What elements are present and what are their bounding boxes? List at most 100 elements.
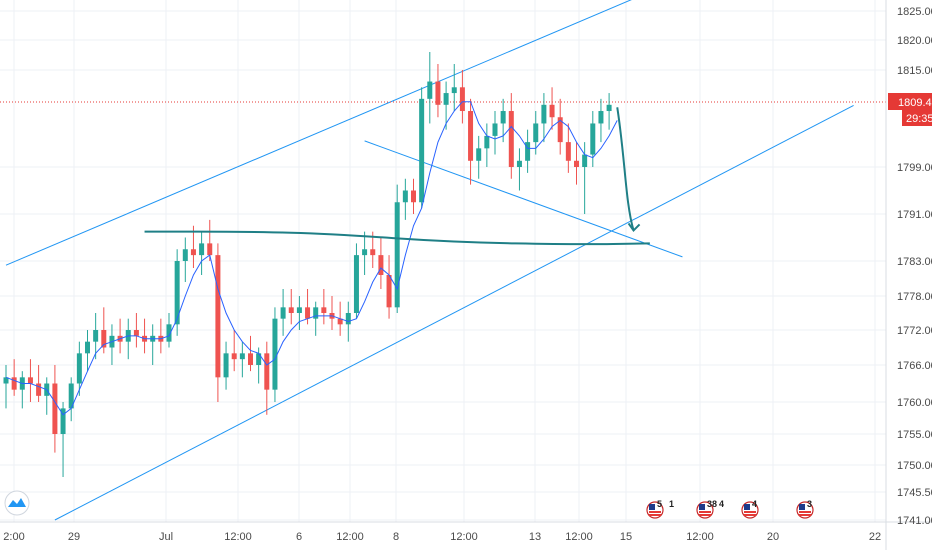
candle-body bbox=[174, 261, 180, 325]
time-tick-label: 12:00 bbox=[224, 531, 252, 543]
flag-stripe bbox=[649, 514, 661, 516]
forecast-arrow-head bbox=[627, 222, 641, 232]
flag-stripe bbox=[699, 511, 711, 513]
event-count-label: 5 bbox=[657, 499, 662, 509]
candle-body bbox=[557, 117, 563, 143]
tradingview-logo[interactable] bbox=[4, 490, 30, 516]
candle-body bbox=[68, 383, 74, 409]
candle-body bbox=[468, 111, 474, 161]
candle-body bbox=[565, 142, 571, 161]
price-tick-label: 1778.00 bbox=[897, 291, 932, 303]
candle-body bbox=[516, 160, 522, 167]
price-tick-label: 1750.00 bbox=[897, 460, 932, 472]
time-tick-label: 20 bbox=[767, 531, 779, 543]
price-tick-label: 1741.00 bbox=[897, 515, 932, 527]
candle-body bbox=[3, 377, 9, 384]
candle-body bbox=[411, 190, 416, 203]
logo-mountain-shape bbox=[8, 498, 26, 507]
time-tick-label: 12:00 bbox=[565, 531, 593, 543]
candle-body bbox=[223, 353, 229, 378]
tradingview-logo-icon[interactable] bbox=[4, 490, 30, 516]
candle-body bbox=[288, 307, 294, 313]
candle-body bbox=[182, 249, 188, 261]
price-tick-label: 1783.00 bbox=[897, 256, 932, 268]
price-tick-label: 1820.00 bbox=[897, 35, 932, 47]
candle-body bbox=[386, 275, 392, 308]
candle-body bbox=[248, 353, 253, 365]
channel-upper-line[interactable] bbox=[5, 0, 666, 266]
candle-body bbox=[525, 142, 531, 161]
forecast-arrow-path[interactable] bbox=[616, 107, 635, 231]
candle-body bbox=[272, 318, 278, 390]
time-tick-label: 12:00 bbox=[686, 531, 714, 543]
candle-body bbox=[419, 98, 425, 203]
candle-body bbox=[459, 87, 465, 112]
flag-stripe bbox=[799, 511, 811, 513]
economic-events-layer[interactable]: 5 1 38 4 4 3 bbox=[646, 499, 814, 519]
candle-body bbox=[492, 123, 498, 136]
time-tick-label: 29 bbox=[68, 531, 80, 543]
candle-body bbox=[353, 255, 359, 313]
channel-lower-line[interactable] bbox=[54, 104, 854, 521]
economic-event-flag[interactable]: 4 bbox=[741, 499, 759, 519]
event-count-label: 3 bbox=[807, 499, 812, 509]
price-tick-label: 1766.00 bbox=[897, 360, 932, 372]
price-tick-label: 1755.00 bbox=[897, 429, 932, 441]
candle-body bbox=[52, 383, 58, 434]
candle-body bbox=[215, 255, 221, 378]
price-tick-label: 1799.00 bbox=[897, 162, 932, 174]
candle-layer bbox=[3, 52, 612, 477]
candle-body bbox=[231, 353, 237, 360]
candle-body bbox=[280, 307, 286, 319]
economic-event-flag[interactable]: 38 4 bbox=[696, 499, 724, 519]
time-tick-label: Jul bbox=[159, 531, 173, 543]
time-tick-label: 6 bbox=[296, 531, 302, 543]
candle-body bbox=[101, 330, 107, 348]
event-count-label: 4 bbox=[752, 499, 757, 509]
price-tick-label: 1760.00 bbox=[897, 397, 932, 409]
candle-body bbox=[451, 87, 457, 94]
candle-body bbox=[60, 408, 66, 434]
candle-body bbox=[500, 111, 506, 124]
time-tick-label: 12:00 bbox=[336, 531, 364, 543]
time-tick-label: 12:00 bbox=[450, 531, 478, 543]
candle-body bbox=[85, 341, 90, 354]
candle-body bbox=[296, 307, 302, 313]
support-curve[interactable] bbox=[144, 230, 650, 246]
flag-stripe bbox=[744, 511, 756, 513]
event-sub-label: 4 bbox=[719, 499, 724, 509]
time-tick-label: 8 bbox=[393, 531, 399, 543]
candle-body bbox=[345, 313, 351, 325]
price-tick-label: 1825.00 bbox=[897, 6, 932, 18]
time-tick-label: 2:00 bbox=[3, 531, 24, 543]
candle-body bbox=[362, 249, 368, 256]
current-price-label: 1809.45 bbox=[898, 97, 932, 109]
flag-stripe bbox=[699, 514, 711, 516]
candle-body bbox=[11, 377, 17, 390]
moving-average-line bbox=[5, 101, 618, 416]
countdown-label: 29:35 bbox=[906, 113, 932, 125]
time-tick-label: 15 bbox=[620, 531, 632, 543]
economic-event-flag[interactable]: 3 bbox=[796, 499, 814, 519]
wedge-trend-line[interactable] bbox=[364, 140, 683, 258]
price-tick-label: 1772.00 bbox=[897, 325, 932, 337]
candle-body bbox=[264, 353, 270, 390]
candle-body bbox=[549, 104, 555, 118]
drawing-layer bbox=[0, 0, 886, 521]
candle-body bbox=[76, 353, 82, 384]
candle-body bbox=[133, 330, 139, 336]
flag-canton bbox=[744, 504, 750, 510]
candle-body bbox=[541, 104, 547, 124]
candle-body bbox=[305, 307, 311, 319]
candle-body bbox=[402, 190, 408, 203]
candle-body bbox=[239, 353, 245, 360]
candle-body bbox=[582, 154, 588, 167]
forecast-layer bbox=[144, 107, 650, 246]
flag-stripe bbox=[744, 514, 756, 516]
candle-body bbox=[606, 104, 612, 112]
candle-body bbox=[93, 330, 99, 342]
